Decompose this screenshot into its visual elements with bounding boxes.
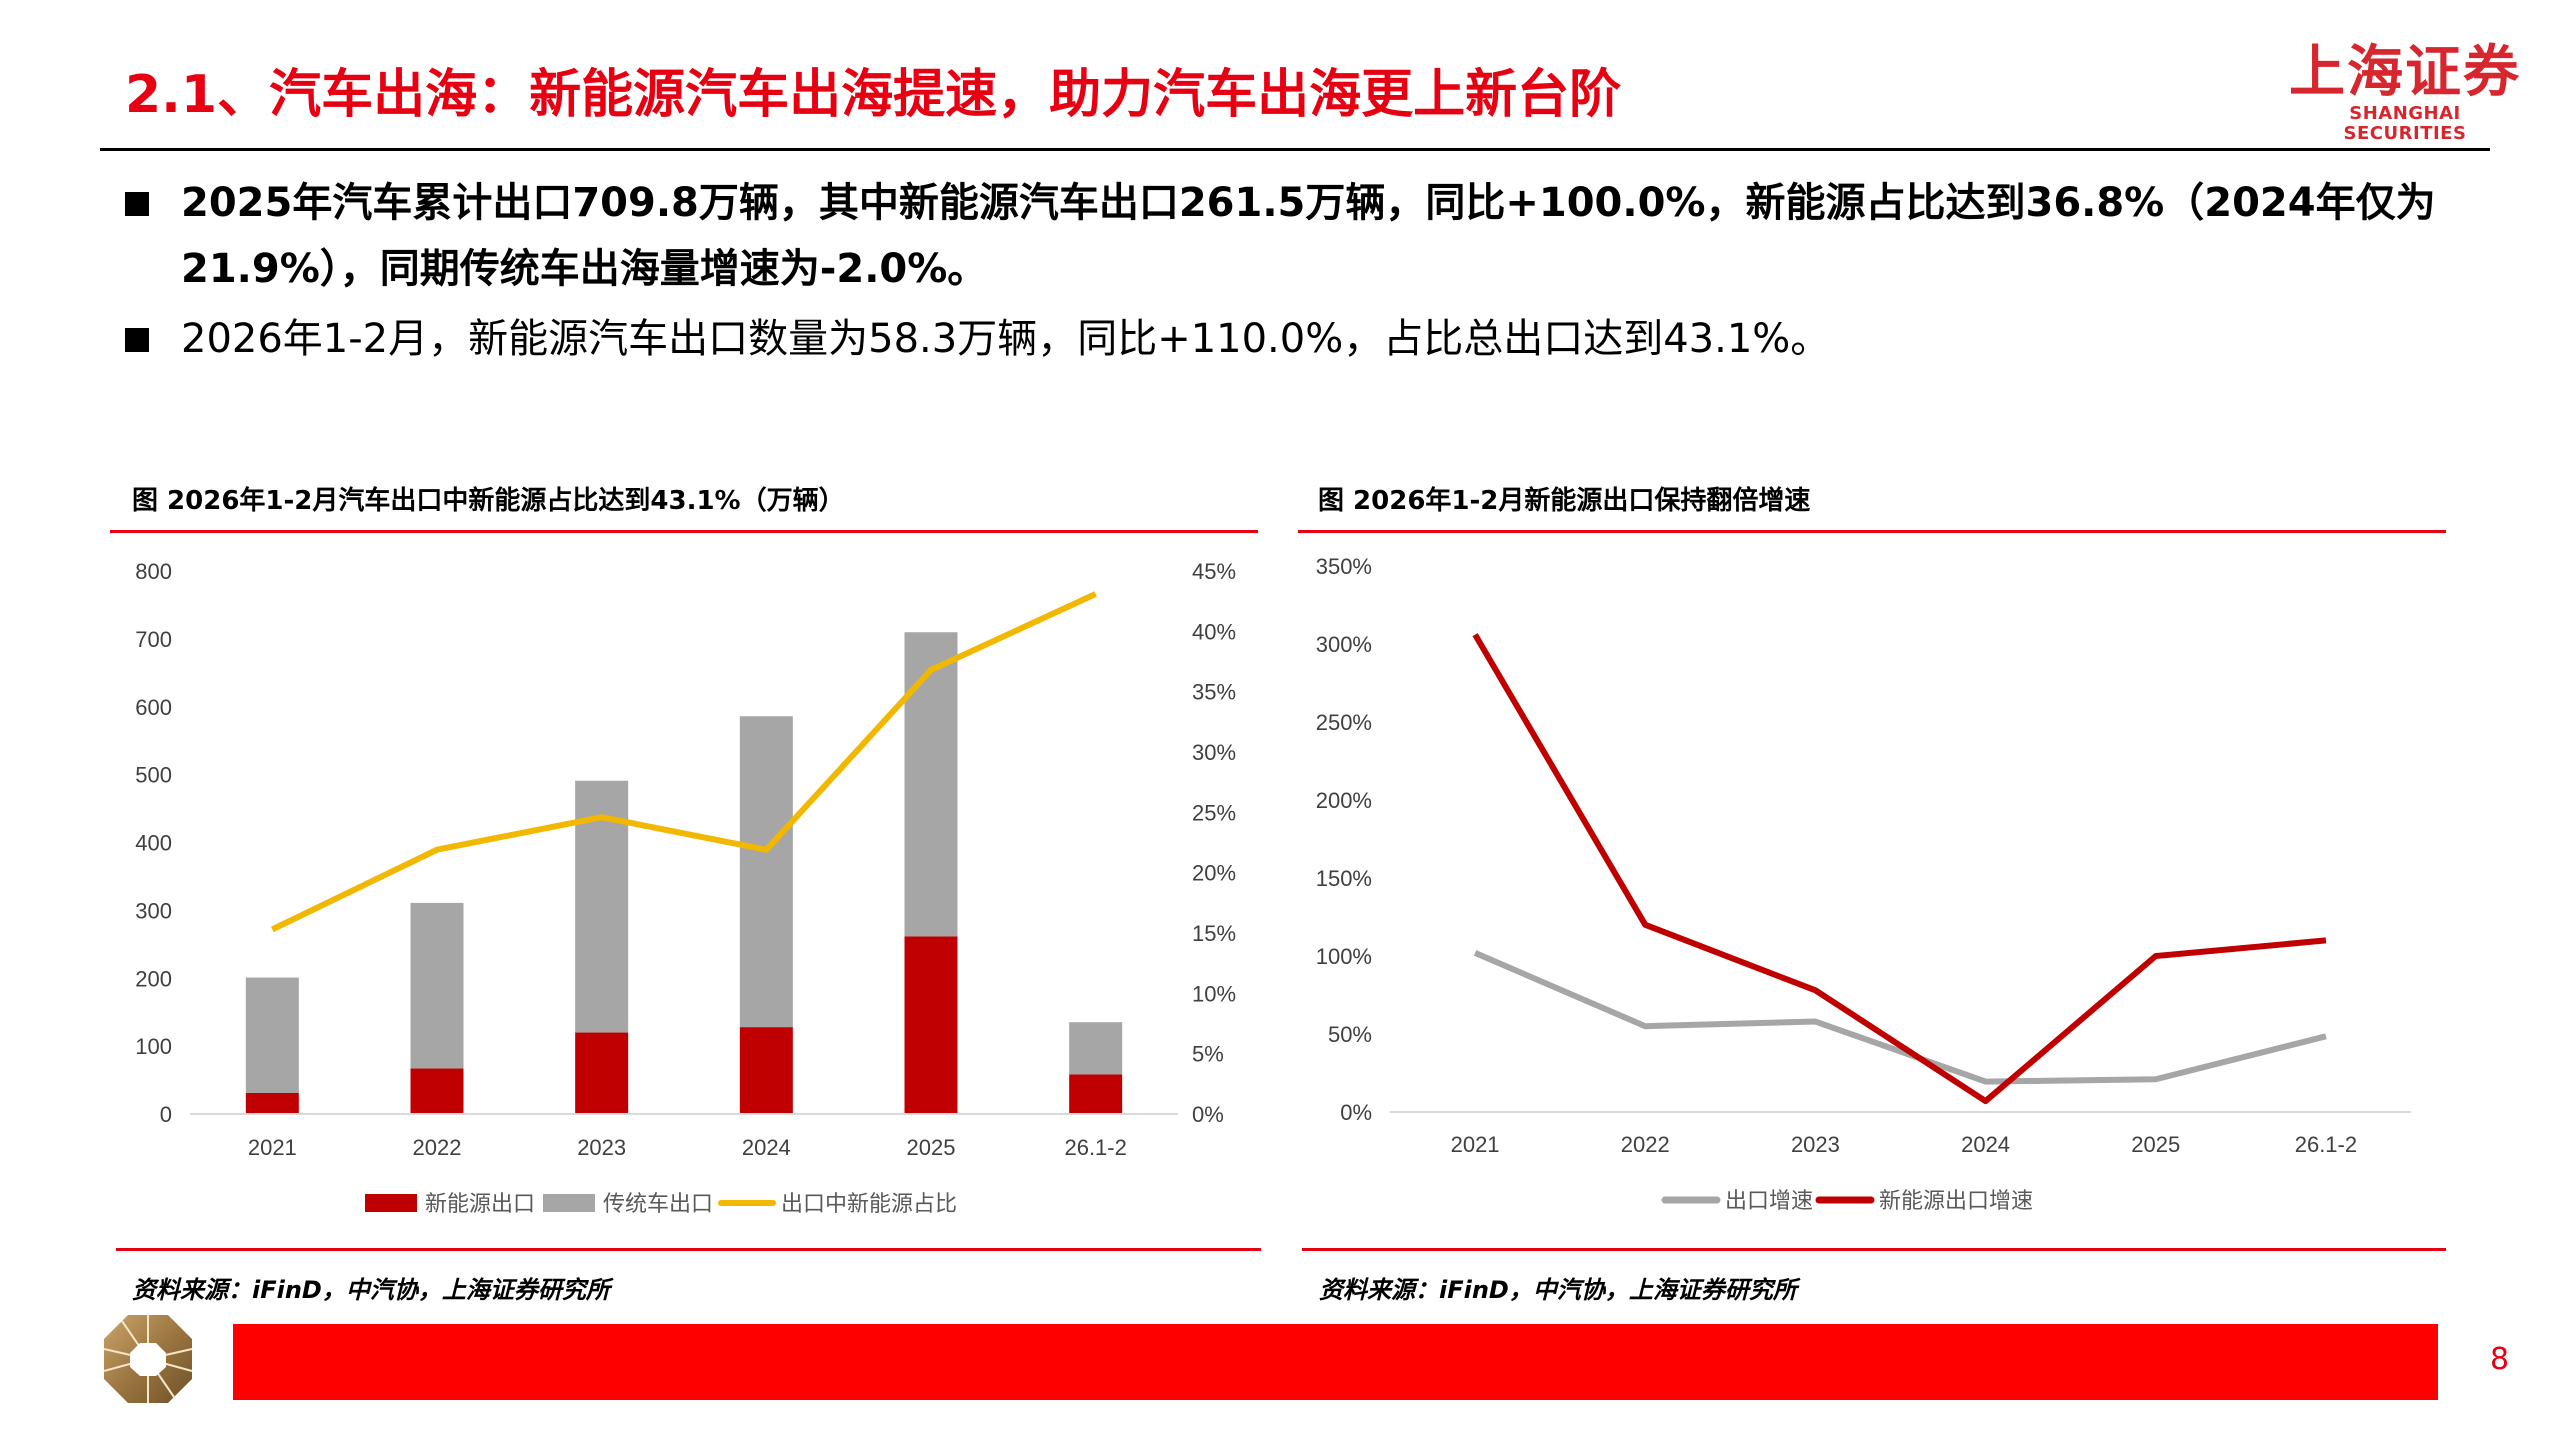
- bar-traditional: [410, 902, 464, 1069]
- share-line: [271, 591, 1097, 933]
- page-number: 8: [2490, 1342, 2510, 1377]
- x-tick-label: 26.1-2: [2295, 1132, 2357, 1157]
- legend-label: 新能源出口增速: [1879, 1188, 2033, 1213]
- legend-label: 新能源出口: [425, 1191, 535, 1216]
- y-tick-label: 200%: [1316, 788, 1372, 813]
- y-tick-label: 500: [135, 763, 172, 788]
- x-tick-label: 2024: [1961, 1132, 2010, 1157]
- bullet-1-line-1: 2025年汽车累计出口709.8万辆，其中新能源汽车出口261.5万辆，同比+1…: [181, 180, 2436, 226]
- y2-tick-label: 25%: [1192, 800, 1236, 825]
- y2-tick-label: 15%: [1192, 921, 1236, 946]
- legend-label: 传统车出口: [603, 1191, 713, 1216]
- x-tick-label: 2021: [248, 1135, 297, 1160]
- legend-swatch: [365, 1194, 417, 1212]
- chart-1: 0 100 200 300 400 500 600 700 800 0% 5% 10% 15% 20% 25…: [135, 559, 1236, 1216]
- footer-bar: [233, 1324, 2438, 1400]
- bar-traditional: [739, 716, 793, 1028]
- chart-2-top-rule: [1298, 530, 2446, 533]
- bar-nev: [1069, 1074, 1123, 1114]
- legend-label: 出口中新能源占比: [781, 1191, 957, 1216]
- y2-tick-label: 40%: [1192, 619, 1236, 644]
- y2-tick-label: 20%: [1192, 861, 1236, 886]
- chart-1-title: 图 2026年1-2月汽车出口中新能源占比达到43.1%（万辆）: [132, 486, 845, 516]
- y2-tick-label: 0%: [1192, 1102, 1224, 1127]
- y-tick-label: 200: [135, 966, 172, 991]
- chart-2-source: 资料来源：iFinD，中汽协，上海证券研究所: [1319, 1276, 1797, 1304]
- company-emblem-icon: [103, 1315, 193, 1403]
- x-tick-label: 26.1-2: [1064, 1135, 1126, 1160]
- chart-2-bottom-rule: [1302, 1248, 2446, 1251]
- bar-traditional: [1069, 1022, 1123, 1075]
- x-tick-label: 2025: [2131, 1132, 2180, 1157]
- chart-1-bottom-rule: [116, 1248, 1261, 1251]
- legend-swatch: [543, 1194, 595, 1212]
- y-tick-label: 600: [135, 695, 172, 720]
- y-tick-label: 100%: [1316, 944, 1372, 969]
- legend-label: 出口增速: [1725, 1188, 1813, 1213]
- export-growth-line: [1473, 950, 2327, 1085]
- bar-nev: [575, 1032, 629, 1114]
- y-tick-label: 700: [135, 627, 172, 652]
- y-tick-label: 150%: [1316, 866, 1372, 891]
- y-tick-label: 400: [135, 831, 172, 856]
- shanghai-securities-logo: 上海证券 SHANGHAI SECURITIES: [2285, 42, 2525, 144]
- bullet-1-line-2: 21.9%），同期传统车出海量增速为-2.0%。: [181, 246, 988, 292]
- bar-nev: [904, 936, 958, 1114]
- bar-nev: [410, 1068, 464, 1114]
- header-divider: [100, 148, 2490, 151]
- x-tick-label: 2023: [577, 1135, 626, 1160]
- nev-export-growth-line: [1472, 633, 2327, 1105]
- y-tick-label: 350%: [1316, 554, 1372, 579]
- y-tick-label: 0%: [1340, 1100, 1372, 1125]
- chart-1-top-rule: [110, 530, 1258, 533]
- chart-2-title: 图 2026年1-2月新能源出口保持翻倍增速: [1318, 486, 1811, 516]
- logo-en: SHANGHAI SECURITIES: [2343, 103, 2467, 144]
- logo-cn: 上海证券: [2289, 40, 2521, 105]
- x-tick-label: 2025: [907, 1135, 956, 1160]
- bullet-2-text: 2026年1-2月，新能源汽车出口数量为58.3万辆，同比+110.0%，占比总…: [181, 316, 1831, 362]
- x-tick-label: 2021: [1451, 1132, 1500, 1157]
- y-tick-label: 100: [135, 1034, 172, 1059]
- bullet-square-icon: [125, 328, 149, 352]
- bullet-square-icon: [125, 192, 149, 216]
- y2-tick-label: 10%: [1192, 981, 1236, 1006]
- bar-nev: [739, 1027, 793, 1114]
- x-tick-label: 2022: [413, 1135, 462, 1160]
- y-tick-label: 0: [160, 1102, 172, 1127]
- y-tick-label: 800: [135, 559, 172, 584]
- y2-tick-label: 35%: [1192, 680, 1236, 705]
- x-tick-label: 2023: [1791, 1132, 1840, 1157]
- chart-2: 0% 50% 100% 150% 200% 250% 300% 350% 2021 2022 202…: [1316, 554, 2411, 1213]
- bar-traditional: [904, 632, 958, 937]
- page-title: 2.1、汽车出海：新能源汽车出海提速，助力汽车出海更上新台阶: [125, 65, 1622, 125]
- y-tick-label: 50%: [1328, 1022, 1372, 1047]
- y2-tick-label: 5%: [1192, 1042, 1224, 1067]
- y2-tick-label: 30%: [1192, 740, 1236, 765]
- x-tick-label: 2022: [1621, 1132, 1670, 1157]
- y2-tick-label: 45%: [1192, 559, 1236, 584]
- chart-1-source: 资料来源：iFinD，中汽协，上海证券研究所: [132, 1276, 610, 1304]
- y-tick-label: 250%: [1316, 710, 1372, 735]
- x-tick-label: 2024: [742, 1135, 791, 1160]
- y-tick-label: 300: [135, 898, 172, 923]
- bar-traditional: [245, 977, 299, 1093]
- bar-nev: [245, 1092, 299, 1114]
- y-tick-label: 300%: [1316, 632, 1372, 657]
